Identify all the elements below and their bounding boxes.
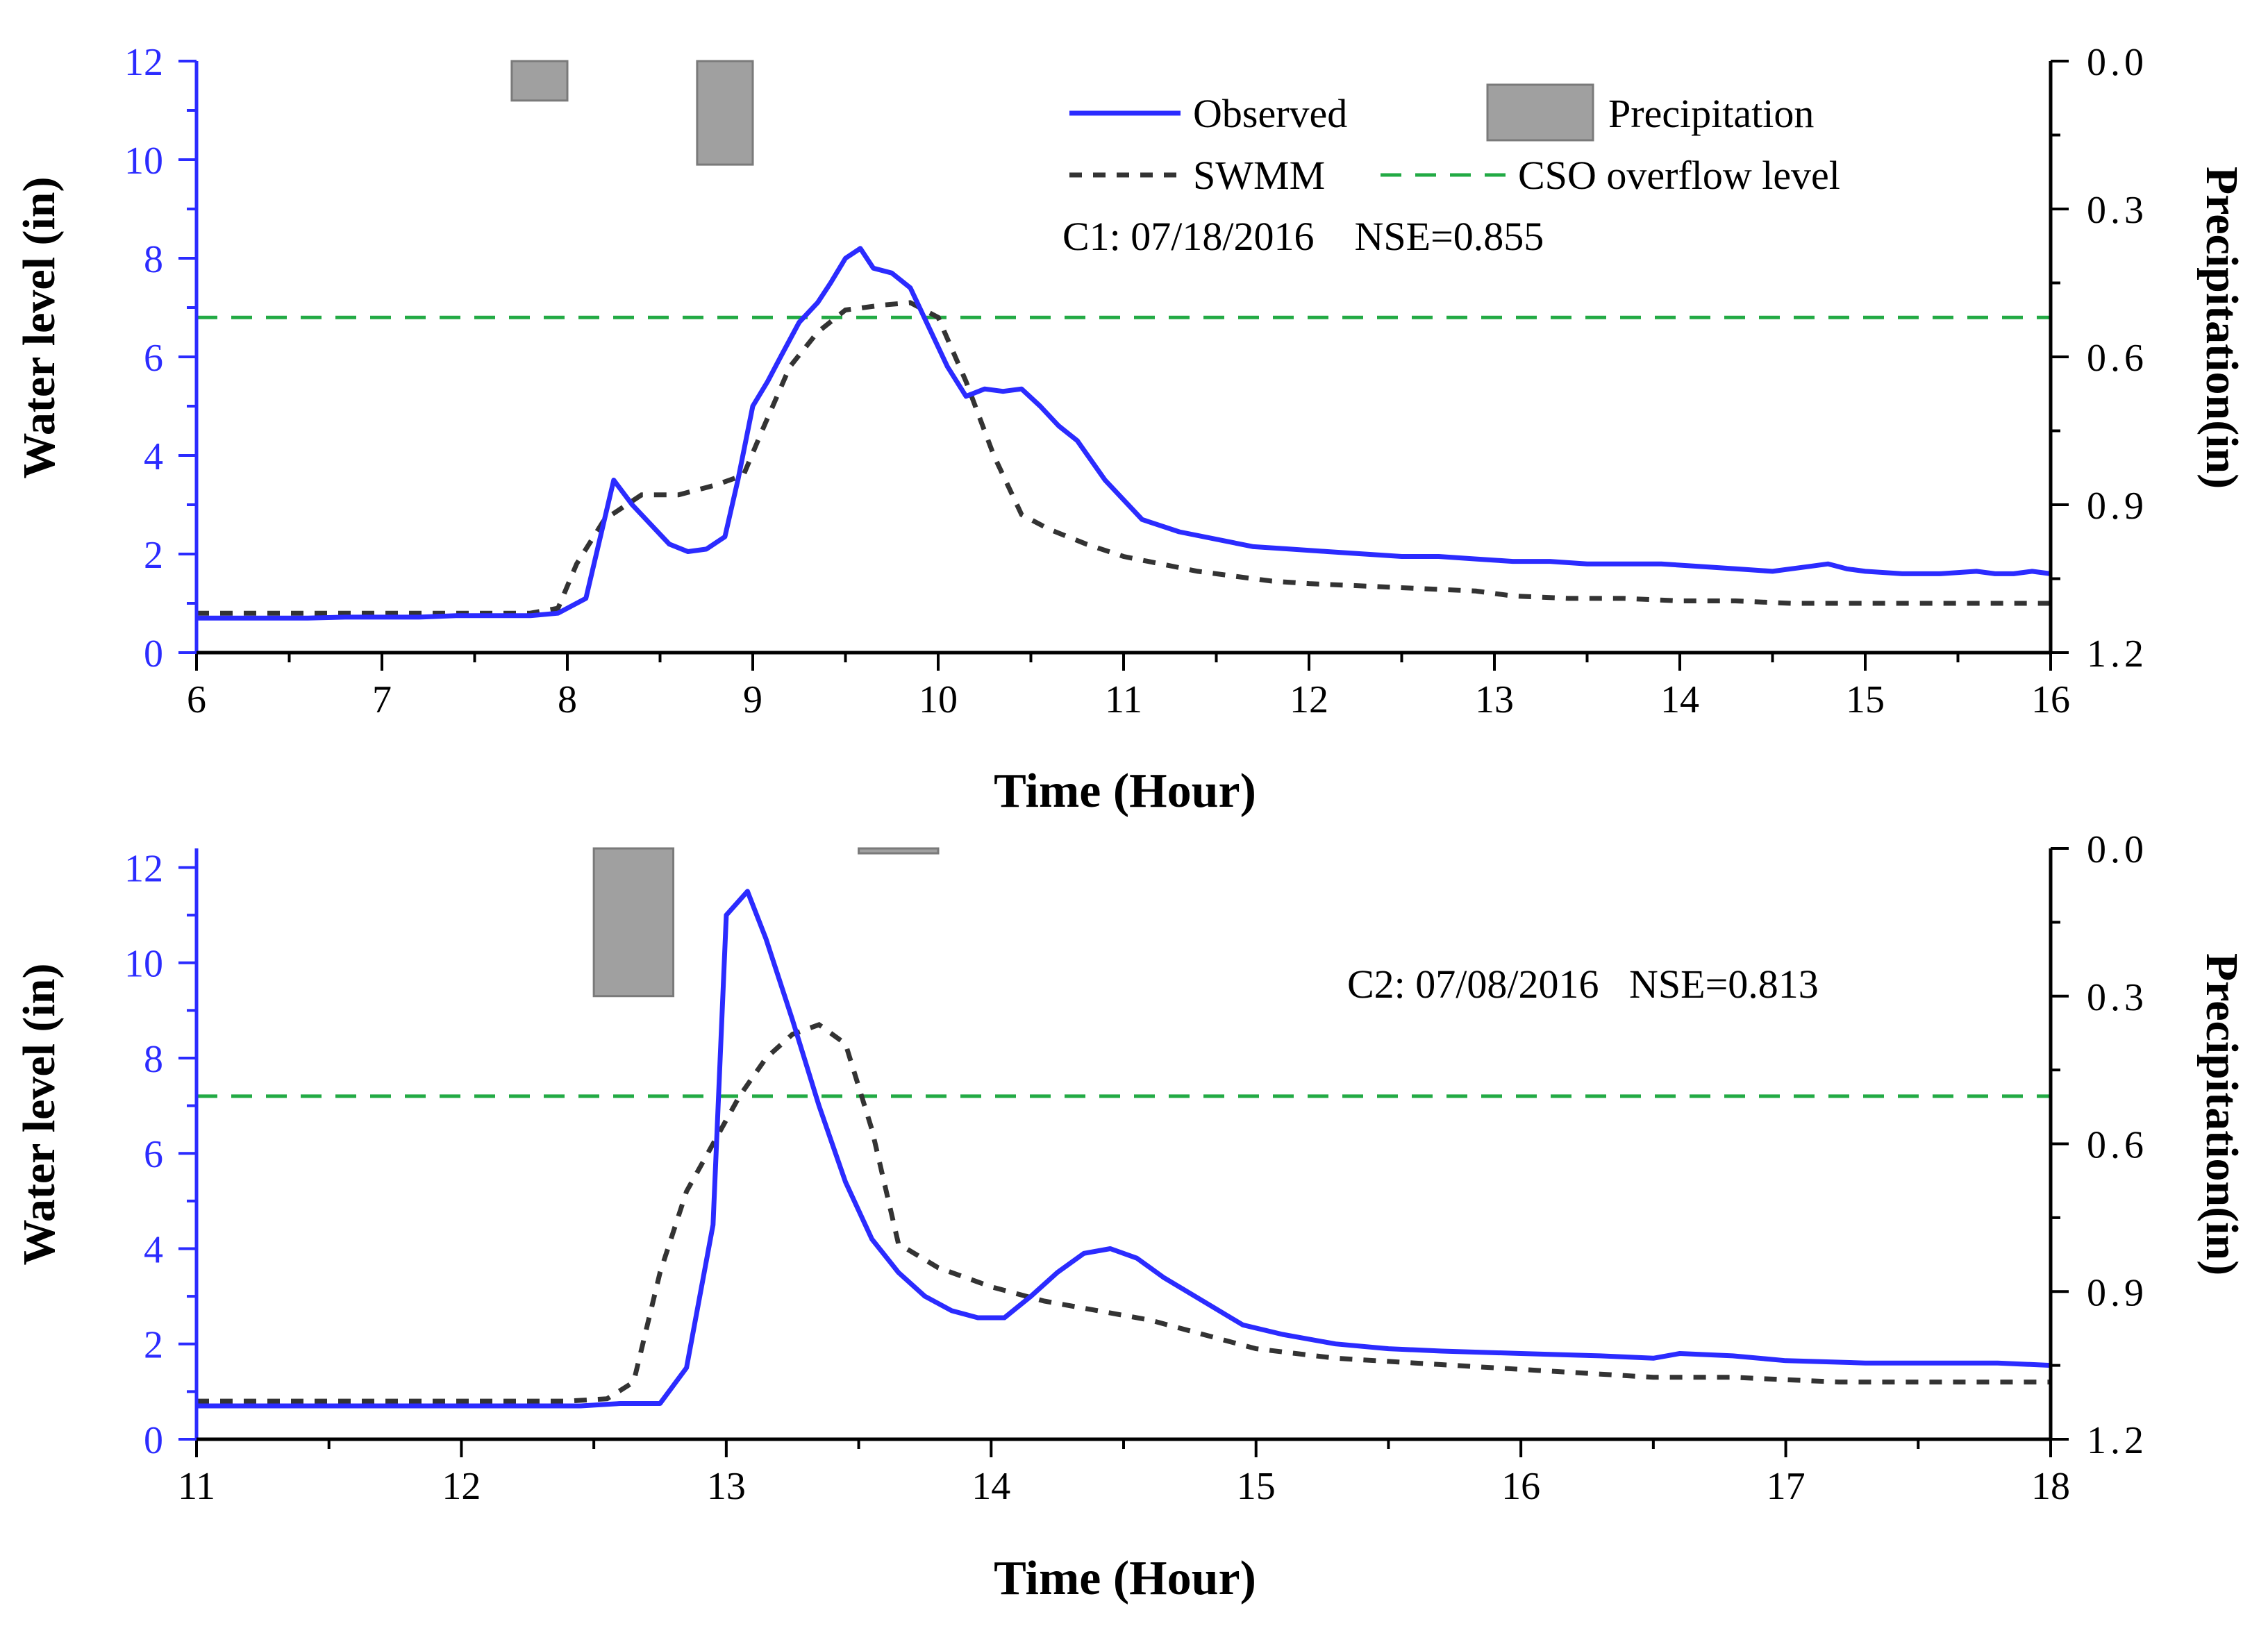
c2-right-axis-ticks: 0.0 0.3 0.6 0.9 1.2 [2087,828,2148,1462]
c2-y-axis-title: Water level (in) [14,964,65,1266]
c1-x-axis-ticks: 6 7 8 9 10 11 12 13 14 15 16 [187,678,2070,721]
c1-y2-tick-label: 0.9 [2087,485,2148,528]
c1-x-tick-label: 8 [558,678,577,721]
c2-y-tick-label: 2 [144,1324,163,1367]
chart-c2: 0 2 4 6 8 10 12 0.0 0.3 0.6 0.9 1.2 11 1… [14,828,2247,1605]
c2-annotation: C2: 07/08/2016 NSE=0.813 [1347,962,1819,1007]
c2-y-tick-label: 12 [124,847,163,890]
c1-right-axis-ticks: 0.0 0.3 0.6 0.9 1.2 [2087,41,2148,676]
c1-x-axis-title: Time (Hour) [994,764,1256,818]
c2-y-tick-label: 10 [124,943,163,986]
c1-left-axis-ticks: 0 2 4 6 8 10 12 [124,41,163,676]
c1-y-tick-label: 6 [144,337,163,380]
c2-y-tick-label: 6 [144,1133,163,1176]
c1-x-tick-label: 9 [743,678,762,721]
c2-x-axis-ticks: 11 12 13 14 15 16 17 18 [178,1465,2070,1508]
legend-precipitation-swatch [1486,83,1594,142]
c2-precipitation-bar [592,847,675,998]
c2-x-axis-title: Time (Hour) [994,1552,1256,1605]
c1-precipitation-bars [510,60,754,166]
legend-observed-label: Observed [1193,91,1347,136]
c2-y-tick-label: 0 [144,1419,163,1462]
c1-x-tick-label: 16 [2031,678,2070,721]
c1-precipitation-bar [510,60,569,102]
c1-y-tick-label: 8 [144,238,163,281]
c1-x-tick-label: 6 [187,678,206,721]
c1-y2-axis-title: Precipitation(in) [2196,167,2247,489]
c1-y2-tick-label: 0.0 [2087,41,2148,84]
c1-axes [178,60,2069,671]
legend: Observed Precipitation SWMM CSO overflow… [1069,83,1840,198]
legend-precipitation-label: Precipitation [1608,91,1814,136]
c2-x-tick-label: 17 [1767,1465,1806,1508]
c1-y2-tick-label: 0.6 [2087,337,2148,380]
c1-y-tick-label: 2 [144,534,163,577]
c1-x-tick-label: 11 [1105,678,1142,721]
c2-x-tick-label: 11 [178,1465,215,1508]
c1-x-tick-label: 7 [372,678,392,721]
c1-y-tick-label: 12 [124,41,163,84]
c1-y-tick-label: 4 [144,435,163,478]
c2-x-tick-label: 16 [1501,1465,1540,1508]
c1-x-tick-label: 13 [1475,678,1514,721]
c2-y-tick-label: 4 [144,1228,163,1271]
c1-x-tick-label: 15 [1846,678,1885,721]
c1-x-tick-label: 10 [919,678,958,721]
c2-y2-tick-label: 0.3 [2087,976,2148,1019]
c1-x-tick-label: 12 [1290,678,1328,721]
c1-y-axis-title: Water level (in) [14,177,65,479]
c2-y2-tick-label: 0.9 [2087,1271,2148,1314]
c1-observed-series-line [197,246,2051,621]
c1-y-tick-label: 10 [124,140,163,183]
c2-x-tick-label: 15 [1237,1465,1276,1508]
c1-y2-tick-label: 1.2 [2087,632,2148,676]
c1-precipitation-bar [696,60,754,166]
c1-y2-tick-label: 0.3 [2087,189,2148,232]
c1-x-tick-label: 14 [1660,678,1699,721]
c1-y-tick-label: 0 [144,632,163,676]
c2-x-tick-label: 12 [442,1465,481,1508]
legend-swmm-label: SWMM [1193,153,1325,198]
c2-y2-axis-title: Precipitation(in) [2196,953,2247,1275]
c1-annotation: C1: 07/18/2016 NSE=0.855 [1062,214,1544,259]
c2-x-tick-label: 18 [2031,1465,2070,1508]
c2-y-tick-label: 8 [144,1038,163,1081]
c2-observed-series-line [197,889,2051,1409]
c2-x-tick-label: 13 [707,1465,746,1508]
c2-y2-tick-label: 0.6 [2087,1124,2148,1167]
legend-cso-label: CSO overflow level [1518,153,1840,198]
c2-x-tick-label: 14 [972,1465,1010,1508]
c2-y2-tick-label: 1.2 [2087,1419,2148,1462]
c2-precipitation-bars [592,847,940,998]
c2-left-axis-ticks: 0 2 4 6 8 10 12 [124,847,163,1462]
c2-y2-tick-label: 0.0 [2087,828,2148,871]
c2-precipitation-bar [858,847,940,855]
chart-c1: 0 2 4 6 8 10 12 0.0 0.3 0.6 0.9 1.2 6 7 … [14,41,2247,818]
c1-swmm-series-line [197,300,2051,616]
c2-swmm-series-line [197,1021,2051,1404]
c2-axes [178,847,2069,1457]
